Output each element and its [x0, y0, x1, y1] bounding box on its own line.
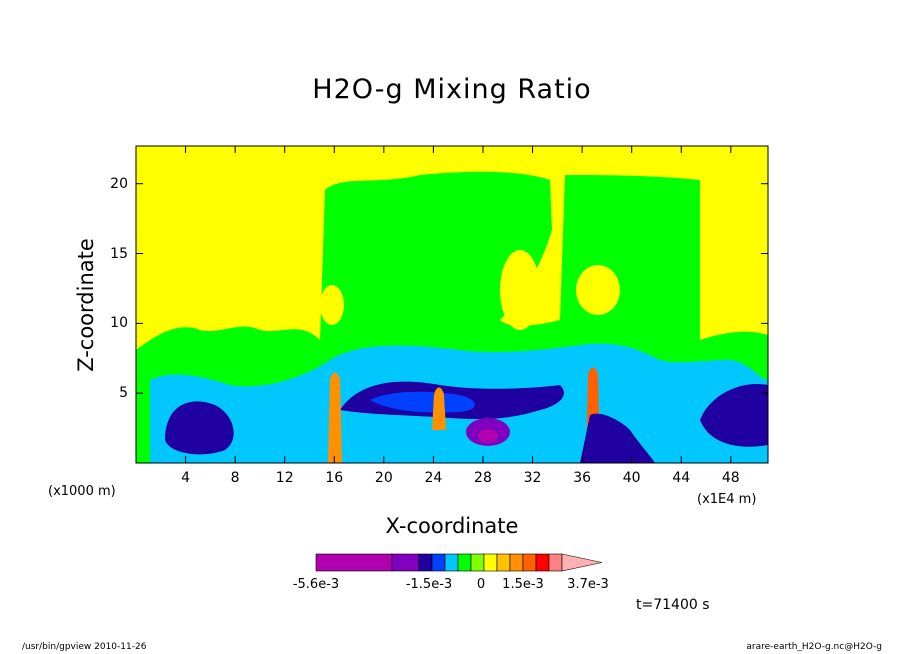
x-tick-label: 28	[474, 470, 492, 486]
x-tick-label: 12	[275, 470, 294, 486]
y-tick-label: 15	[110, 245, 128, 262]
colorbar-segment	[535, 553, 550, 572]
footer-file-info: arare-earth_H2O-g.nc@H2O-g	[746, 642, 882, 652]
x-tick-label: 16	[325, 470, 344, 486]
colorbar-segment	[431, 553, 446, 572]
field-plume-tower-2	[432, 387, 446, 430]
colorbar-segment	[548, 553, 563, 572]
x-tick-label: 44	[672, 470, 691, 486]
colorbar-segment	[509, 553, 524, 572]
y-tick-label: 5	[119, 385, 128, 402]
x-tick-label: 40	[622, 470, 641, 486]
y-tick-marks	[136, 183, 768, 394]
colorbar-segment	[315, 553, 393, 572]
colorbar-extend-arrow	[561, 553, 603, 572]
colorbar-label: 1.5e-3	[502, 577, 544, 592]
colorbar-segment	[483, 553, 498, 572]
field-plume-base	[580, 413, 655, 463]
y-tick-label: 10	[110, 315, 128, 332]
colorbar-label: 0	[476, 577, 486, 592]
field-blue	[165, 381, 768, 455]
colorbar-label: 3.7e-3	[567, 577, 609, 592]
x-tick-label: 24	[424, 470, 443, 486]
plot-frame	[135, 145, 769, 464]
field-purple-core-inner	[478, 429, 498, 443]
x-scale-label: (x1E4 m)	[697, 492, 757, 507]
x-tick-label: 4	[181, 470, 191, 486]
chart-title: H2O-g Mixing Ratio	[312, 74, 592, 105]
footer-program-info: /usr/bin/gpview 2010-11-26	[22, 642, 147, 652]
x-axis-label: X-coordinate	[385, 514, 519, 538]
field-yellow-plume-2	[576, 265, 620, 315]
field-yellow-dip	[500, 250, 540, 330]
colorbar-segment	[418, 553, 433, 572]
field-navy-core	[370, 391, 475, 413]
colorbar-segment	[391, 553, 420, 572]
x-tick-label: 48	[721, 470, 740, 486]
x-tick-label: 20	[374, 470, 393, 486]
colorbar-segment	[522, 553, 537, 572]
colorbar-segment	[457, 553, 472, 572]
colorbar-segment	[444, 553, 459, 572]
colorbar-label: -5.6e-3	[292, 577, 340, 592]
y-tick-label: 20	[110, 175, 128, 192]
x-tick-marks	[185, 146, 732, 463]
field-yellow-plume-1	[320, 285, 344, 325]
x-unit-label: (x1000 m)	[48, 484, 116, 499]
x-tick-label: 8	[230, 470, 240, 486]
x-tick-label: 36	[573, 470, 592, 486]
x-tick-label: 32	[523, 470, 542, 486]
colorbar-segment	[470, 553, 485, 572]
colorbar	[315, 553, 603, 572]
field-plume-tower-1	[328, 372, 342, 463]
time-annotation: t=71400 s	[636, 597, 710, 613]
colorbar-label: -1.5e-3	[405, 577, 453, 592]
colorbar-segment	[496, 553, 511, 572]
